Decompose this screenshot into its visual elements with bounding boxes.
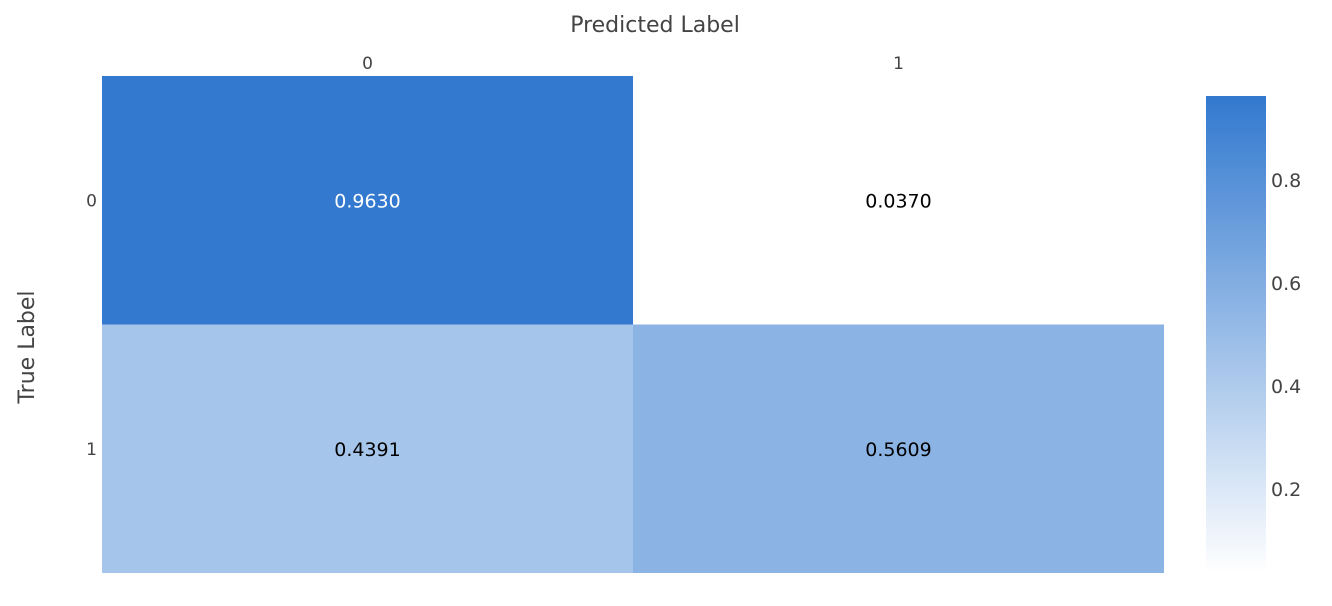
cell-value-label: 0.5609	[865, 439, 931, 461]
x-axis-title: Predicted Label	[570, 13, 740, 38]
colorbar-tick-label: 0.6	[1271, 273, 1301, 295]
colorbar-tick-labels: 0.2 0.4 0.6 0.8	[1271, 170, 1301, 501]
heatmap-cell-r0-c1	[633, 76, 1164, 325]
colorbar-tick-label: 0.8	[1271, 170, 1301, 192]
x-tick-label: 0	[362, 54, 373, 74]
heatmap-cell-r1-c0	[102, 324, 633, 573]
heatmap-cell-r0-c0	[102, 76, 633, 325]
cell-value-label: 0.4391	[334, 439, 400, 461]
y-tick-label: 0	[86, 191, 97, 211]
heatmap-cell-r1-c1	[633, 324, 1164, 573]
x-tick-label: 1	[893, 54, 904, 74]
cell-value-label: 0.9630	[334, 190, 400, 212]
cell-value-label: 0.0370	[865, 190, 931, 212]
colorbar: 0.2 0.4 0.6 0.8	[1206, 96, 1301, 573]
y-axis-title: True Label	[15, 290, 40, 404]
y-tick-label: 1	[86, 440, 97, 460]
colorbar-gradient	[1206, 96, 1266, 573]
colorbar-tick-label: 0.4	[1271, 376, 1301, 398]
y-tick-labels: 01	[86, 191, 97, 460]
colorbar-tick-label: 0.2	[1271, 479, 1301, 501]
heatmap-cells: 0.9630 0.0370 0.4391 0.5609	[102, 76, 1164, 573]
